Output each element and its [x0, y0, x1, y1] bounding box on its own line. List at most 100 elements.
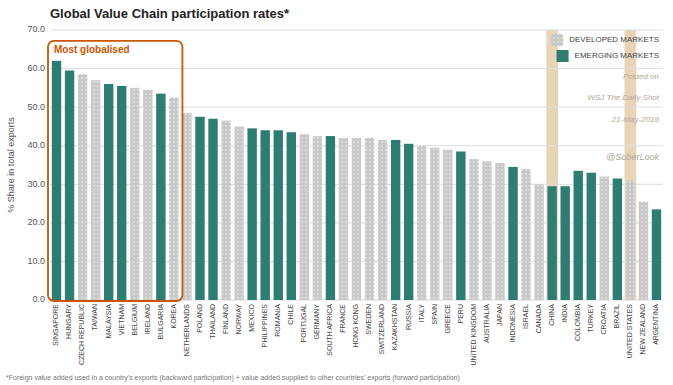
y-tick-label: 20.0: [27, 217, 45, 227]
bar: [547, 186, 556, 300]
x-tick-label: IRELAND: [144, 304, 151, 334]
x-tick-label: CROATIA: [600, 304, 607, 335]
bar: [365, 138, 374, 300]
y-tick-label: 40.0: [27, 140, 45, 150]
bar: [534, 184, 543, 300]
x-tick-label: BRAZIL: [613, 304, 620, 329]
x-tick-label: PERU: [457, 304, 464, 323]
bar: [574, 171, 583, 300]
bar: [417, 146, 426, 300]
x-tick-label: INDONESIA: [509, 304, 516, 343]
bar: [65, 71, 74, 301]
bar: [613, 179, 622, 301]
bar: [339, 138, 348, 300]
x-tick-label: TURKEY: [587, 304, 594, 333]
bar: [391, 140, 400, 300]
watermark: 21-May-2019: [611, 115, 660, 124]
bar: [352, 138, 361, 300]
highlight-band: [546, 30, 558, 300]
bar: [78, 74, 87, 300]
bar: [404, 144, 413, 300]
bar: [587, 173, 596, 300]
bar: [600, 177, 609, 300]
x-tick-label: KOREA: [170, 304, 177, 329]
x-tick-label: FINLAND: [222, 304, 229, 334]
bar: [560, 186, 569, 300]
x-tick-label: NORWAY: [235, 304, 242, 335]
grid-line: [50, 30, 663, 31]
bar: [456, 152, 465, 301]
x-tick-label: HONG KONG: [352, 304, 359, 348]
bar: [91, 80, 100, 300]
bar: [326, 136, 335, 300]
x-tick-label: VIETNAM: [118, 304, 125, 335]
x-tick-label: BULGARIA: [157, 304, 164, 340]
x-tick-label: KAZAKHSTAN: [391, 304, 398, 350]
y-tick-label: 70.0: [27, 24, 45, 34]
x-tick-label: PORTUGAL: [300, 304, 307, 342]
bar: [261, 130, 270, 300]
x-tick-label: GREECE: [444, 304, 451, 334]
bar: [482, 161, 491, 300]
legend-swatch: [551, 34, 563, 46]
bar: [443, 150, 452, 300]
bar: [378, 140, 387, 300]
watermark: @SoberLook: [606, 152, 659, 162]
x-tick-label: SWEDEN: [365, 304, 372, 335]
x-tick-label: PHILIPPINES: [261, 304, 268, 348]
bar: [626, 180, 635, 300]
bar: [313, 136, 322, 300]
bar: [247, 128, 256, 300]
x-tick-label: INDIA: [561, 304, 568, 323]
bar: [104, 84, 113, 300]
x-tick-label: JAPAN: [496, 304, 503, 326]
legend-label: DEVELOPED MARKETS: [569, 35, 659, 44]
bar: [300, 134, 309, 300]
y-tick-label: 10.0: [27, 256, 45, 266]
chart: Global Value Chain participation rates* 0…: [0, 0, 673, 385]
x-tick-label: NETHERLANDS: [183, 304, 190, 356]
x-tick-label: UNITED KINGDOM: [470, 304, 477, 366]
x-tick-label: HUNGARY: [65, 304, 72, 339]
bar: [221, 121, 230, 300]
bar: [208, 119, 217, 300]
legend-swatch: [557, 50, 569, 62]
x-tick-label: GERMANY: [313, 304, 320, 340]
x-tick-label: UNITED STATES: [626, 304, 633, 359]
x-tick-label: SINGAPORE: [52, 304, 59, 346]
watermark: Posted on: [623, 72, 660, 81]
x-tick-label: TAIWAN: [91, 304, 98, 330]
y-tick-label: 0.0: [32, 294, 45, 304]
x-tick-label: MALAYSIA: [105, 304, 112, 339]
bar: [469, 159, 478, 300]
bars: [52, 61, 661, 300]
bar: [639, 202, 648, 300]
x-tick-label: ITALY: [418, 304, 425, 323]
bar: [508, 167, 517, 300]
bar: [652, 209, 661, 300]
x-tick-label: BELGIUM: [131, 304, 138, 336]
bar: [234, 126, 243, 300]
annotation: Most globalised: [54, 44, 130, 55]
x-tick-label: NEW ZEALAND: [639, 304, 646, 355]
y-tick-label: 30.0: [27, 179, 45, 189]
grid-line: [50, 107, 663, 108]
grid-line: [50, 68, 663, 69]
bar: [143, 90, 152, 300]
bar: [274, 130, 283, 300]
title: Global Value Chain participation rates*: [50, 6, 290, 21]
x-tick-label: ISRAEL: [522, 304, 529, 329]
bar: [287, 132, 296, 300]
footnote: *Foreign value added used in a country's…: [6, 374, 460, 382]
x-tick-label: CANADA: [535, 304, 542, 334]
bar: [521, 169, 530, 300]
highlight-band: [625, 30, 637, 300]
legend-label: EMERGING MARKETS: [575, 51, 659, 60]
bar: [430, 148, 439, 300]
x-tick-label: ARGENTINA: [652, 304, 659, 345]
bar: [130, 88, 139, 300]
x-tick-label: SOUTH AFRICA: [326, 304, 333, 356]
y-tick-label: 50.0: [27, 102, 45, 112]
x-tick-label: SPAIN: [431, 304, 438, 325]
x-tick-label: MEXICO: [248, 303, 255, 331]
